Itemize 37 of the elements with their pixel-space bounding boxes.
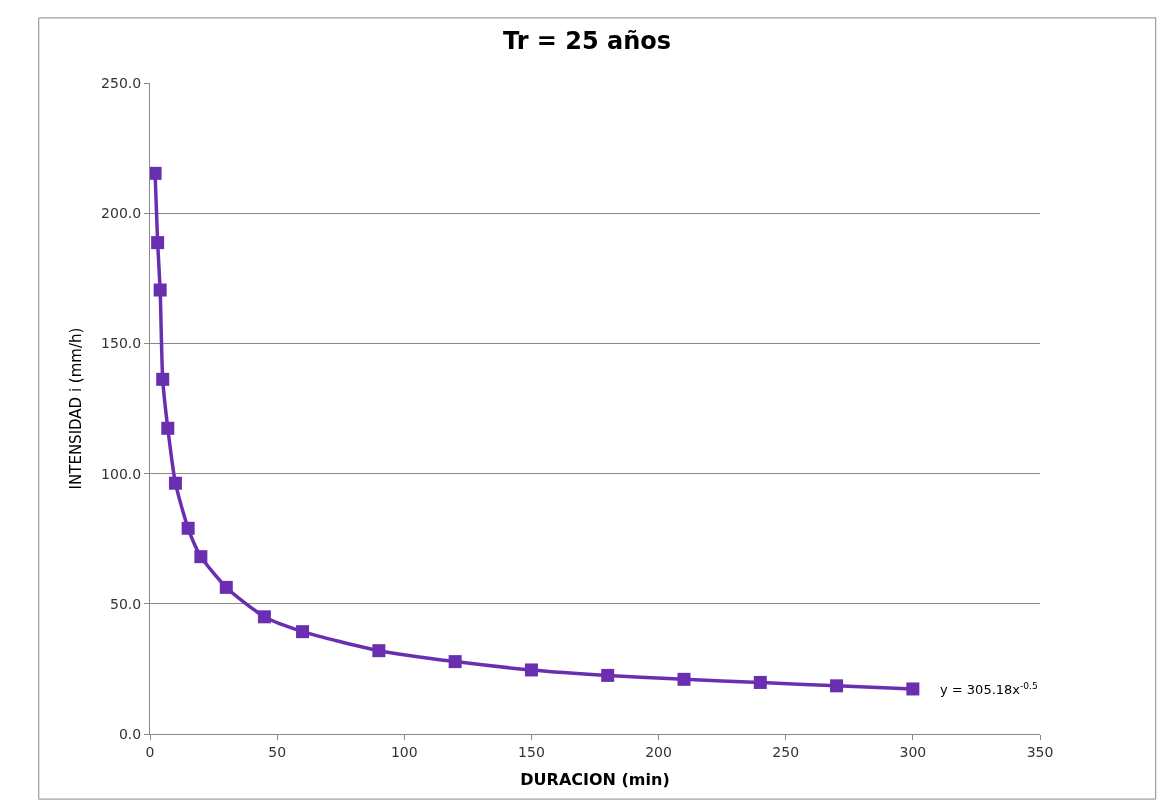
y-tick-label: 200.0 [101, 205, 142, 222]
x-axis-title: DURACION (min) [520, 770, 670, 790]
x-tick-label: 0 [145, 743, 155, 760]
point [372, 644, 386, 658]
x-tick-label: 150 [518, 743, 545, 760]
point [906, 682, 920, 696]
chart-title: Tr = 25 años [502, 27, 672, 55]
y-tick-label: 100.0 [101, 465, 142, 482]
point [181, 521, 195, 535]
point [448, 655, 462, 669]
point [219, 580, 233, 594]
y-tick-label: 150.0 [101, 335, 142, 352]
x-tick-label: 300 [899, 743, 927, 760]
y-tick-label: 250.0 [101, 74, 142, 91]
y-axis-title: INTENSIDAD i (mm/h) [67, 327, 86, 490]
y-tick-label: 50.0 [110, 595, 142, 612]
annotation: y = 305.18x$^{-0.5}$ [940, 681, 1038, 698]
point [753, 675, 767, 689]
x-tick-label: 50 [268, 743, 287, 760]
point [151, 236, 165, 250]
point [524, 663, 538, 677]
x-tick-label: 200 [645, 743, 672, 760]
point [830, 679, 844, 693]
y-tick-label: 0.0 [118, 725, 142, 742]
point [296, 625, 310, 639]
point [194, 550, 208, 564]
point [150, 166, 162, 180]
point [677, 672, 691, 686]
point [161, 421, 175, 435]
point [168, 476, 182, 490]
point [257, 610, 271, 624]
point [156, 372, 170, 386]
point [153, 283, 167, 297]
x-tick-label: 350 [1026, 743, 1054, 760]
point [601, 668, 615, 682]
x-tick-label: 100 [390, 743, 418, 760]
x-tick-label: 250 [772, 743, 800, 760]
